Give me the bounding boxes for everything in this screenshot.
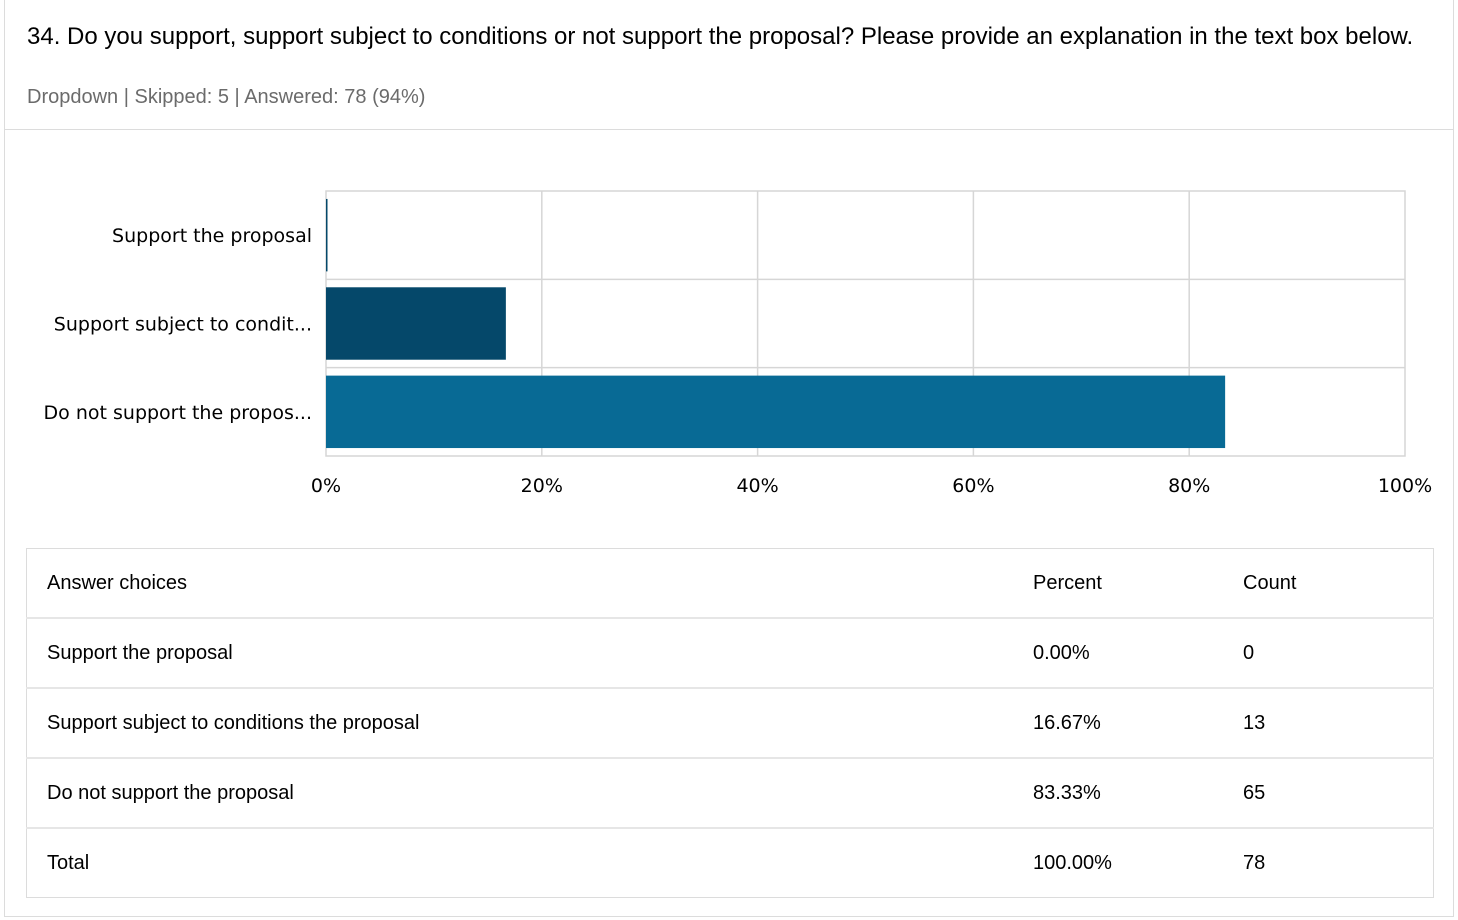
question-type: Dropdown — [27, 86, 119, 108]
total-count-cell: 78 — [1243, 851, 1266, 874]
count-cell: 0 — [1223, 618, 1434, 689]
x-tick-label: 20% — [521, 475, 563, 497]
question-card: 34. Do you support, support subject to c… — [4, 0, 1454, 917]
count-cell: 13 — [1223, 688, 1434, 759]
question-header: 34. Do you support, support subject to c… — [5, 0, 1453, 130]
bar — [326, 287, 506, 360]
header-answer-choices: Answer choices — [26, 548, 1013, 619]
bar — [326, 375, 1226, 449]
table-total-row: Total 100.00% 78 — [27, 828, 1434, 898]
header-count: Count — [1223, 548, 1434, 619]
y-tick-label: Do not support the propos... — [44, 402, 312, 424]
x-tick-label: 100% — [1378, 475, 1432, 497]
y-tick-label: Support subject to condit... — [54, 314, 312, 336]
bar — [326, 198, 328, 272]
table-row: Support the proposal 0.00% 0 — [26, 618, 1434, 689]
question-meta: Dropdown | Skipped: 5 | Answered: 78 (94… — [27, 86, 425, 109]
percent-cell: 83.33% — [1013, 758, 1223, 829]
bar-chart: Support the proposal Support subject to c… — [44, 190, 1432, 497]
x-tick-label: 40% — [736, 475, 778, 497]
meta-separator: | — [229, 86, 245, 108]
x-tick-label: 60% — [952, 475, 994, 497]
percent-cell: 16.67% — [1013, 688, 1223, 759]
header-percent: Percent — [1013, 548, 1223, 619]
total-label-cell: Total — [47, 851, 90, 874]
table-row: Do not support the proposal 83.33% 65 — [26, 758, 1434, 829]
x-tick-label: 80% — [1168, 475, 1210, 497]
table-row: Support subject to conditions the propos… — [26, 688, 1434, 759]
answer-choice-cell: Do not support the proposal — [26, 758, 1013, 829]
results-table: Answer choices Percent Count Support the… — [26, 548, 1434, 898]
answer-choice-cell: Support subject to conditions the propos… — [26, 688, 1013, 759]
y-tick-label: Support the proposal — [112, 225, 312, 247]
meta-separator: | — [118, 86, 135, 108]
question-title: 34. Do you support, support subject to c… — [27, 23, 1414, 50]
table-header-row: Answer choices Percent Count — [26, 548, 1434, 619]
skipped-count: Skipped: 5 — [134, 86, 229, 108]
count-cell: 65 — [1223, 758, 1434, 829]
total-percent-cell: 100.00% — [1033, 851, 1112, 874]
x-tick-label: 0% — [311, 475, 341, 497]
answered-count: Answered: 78 (94%) — [244, 86, 426, 108]
answer-choice-cell: Support the proposal — [26, 618, 1013, 689]
percent-cell: 0.00% — [1013, 618, 1223, 689]
